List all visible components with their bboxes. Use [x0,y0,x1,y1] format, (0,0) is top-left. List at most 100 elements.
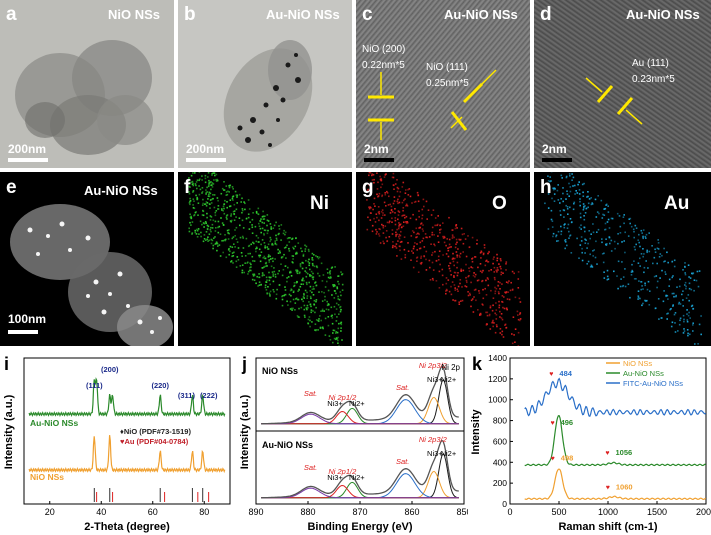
map-dot [283,294,285,297]
map-dot [296,272,299,275]
map-dot [637,239,639,241]
map-dot [312,310,314,312]
map-dot [395,243,398,245]
map-dot [210,216,213,218]
map-dot [227,249,230,251]
map-dot [434,217,437,219]
map-dot [418,210,420,212]
map-dot [477,266,479,269]
map-dot [695,279,698,282]
map-dot [305,307,308,309]
map-dot [467,294,470,297]
map-dot [223,207,225,210]
map-dot [410,259,412,261]
map-dot [569,218,572,220]
map-dot [657,242,660,244]
map-dot [462,269,465,272]
panel-label: i [4,354,9,374]
map-dot [426,236,429,239]
map-dot [369,219,372,221]
map-dot [206,224,209,227]
map-dot [566,208,569,210]
map-dot [312,285,315,288]
map-dot [233,243,235,245]
map-dot [232,236,235,238]
map-dot [217,199,219,202]
map-dot [674,312,677,314]
map-dot [371,173,374,175]
map-dot [257,213,260,216]
map-dot [639,265,641,267]
map-dot [336,316,338,318]
panel-title: NiO NSs [108,7,161,22]
map-dot [419,262,422,265]
map-dot [390,205,393,208]
map-dot [624,285,627,288]
map-dot [218,244,221,246]
map-dot [291,255,294,257]
map-dot [214,230,217,232]
map-dot [591,202,593,204]
map-dot [421,214,424,217]
map-dot [191,232,194,234]
map-dot [287,276,290,278]
map-dot [588,230,590,232]
map-dot [697,285,700,288]
map-dot [648,232,650,234]
map-dot [583,226,586,229]
map-dot [211,239,214,242]
map-dot [341,339,343,341]
map-dot [379,228,381,231]
map-dot [275,234,277,237]
map-dot [371,224,374,227]
map-dot [201,204,204,206]
map-dot [337,304,340,306]
map-dot [313,299,316,302]
map-dot [255,246,258,249]
map-dot [590,233,592,235]
map-dot [249,266,251,269]
map-dot [653,256,656,259]
map-dot [307,307,309,309]
map-dot [485,311,487,314]
map-dot [629,222,631,225]
map-dot [395,235,397,238]
map-dot [498,263,500,265]
map-dot [486,314,489,317]
map-dot [205,231,208,233]
map-dot [263,234,265,236]
peak-label: 484 [559,369,572,378]
map-dot [308,250,310,253]
map-dot [549,176,551,178]
map-dot [392,202,395,205]
map-dot [250,243,252,246]
map-dot [567,213,569,215]
map-dot [336,338,338,340]
map-dot [204,177,207,180]
map-dot [311,321,313,323]
map-dot [316,266,319,269]
map-dot [307,322,310,325]
map-dot [466,281,468,284]
map-dot [318,320,320,322]
panel-d-hrtem-image: d Au-NiO NSs Au (111) 0.23nm*5 2nm [534,0,711,168]
map-dot [416,249,418,251]
map-dot [402,207,405,209]
map-dot [453,276,455,278]
map-dot [236,196,238,198]
map-dot [392,241,394,243]
map-dot [571,179,573,181]
map-dot [368,172,371,174]
map-dot [423,205,425,208]
map-dot [219,255,222,257]
map-dot [453,284,456,286]
map-dot [288,293,291,296]
map-dot [215,241,218,243]
map-dot [278,284,281,286]
raman-curve-au-nio-nss [524,415,706,467]
map-dot [498,306,500,309]
map-dot [210,226,212,229]
map-dot [485,260,487,262]
map-dot [307,318,310,321]
